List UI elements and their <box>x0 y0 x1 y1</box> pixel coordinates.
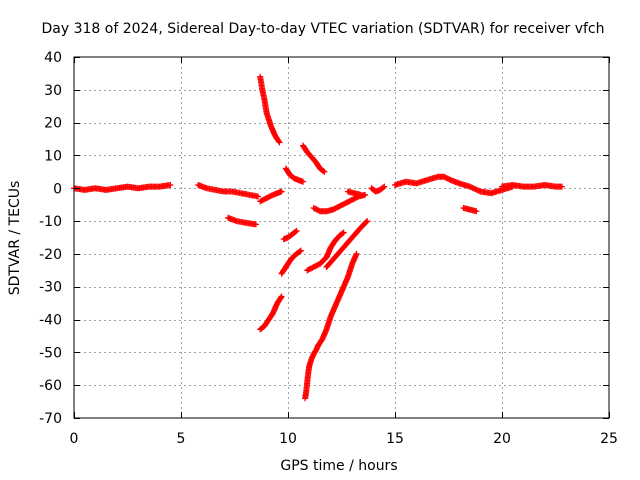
data-point <box>275 138 282 145</box>
data-point <box>252 221 259 228</box>
data-point <box>297 247 304 254</box>
data-point <box>364 218 371 225</box>
data-point <box>276 139 283 146</box>
y-axis-label: SDTVAR / TECUs <box>7 181 23 296</box>
data-series-arc-4 <box>257 73 283 146</box>
y-tick-label: -50 <box>39 345 62 361</box>
data-point <box>299 178 306 185</box>
data-point <box>340 229 347 236</box>
data-point <box>296 248 303 255</box>
data-points <box>71 73 565 402</box>
data-series-arc-17 <box>392 173 516 197</box>
x-tick-label: 20 <box>493 431 511 447</box>
data-series-arc-12 <box>304 229 347 274</box>
y-tick-label: 30 <box>44 83 62 99</box>
y-tick-label: 40 <box>44 50 62 66</box>
data-point <box>321 168 328 175</box>
data-series-arc-15 <box>344 188 364 198</box>
x-tick-label: 25 <box>600 431 618 447</box>
y-tick-label: -10 <box>39 214 62 230</box>
y-tick-label: -40 <box>39 313 62 329</box>
data-point <box>293 227 300 234</box>
y-tick-label: -30 <box>39 280 62 296</box>
data-series-arc-11 <box>302 250 360 402</box>
data-series-arc-10 <box>299 142 328 175</box>
y-tick-label: -70 <box>39 411 62 427</box>
x-axis-label: GPS time / hours <box>280 458 397 474</box>
axis-ticks: 0 5 10 15 20 25 -70 -60 -50 -40 -30 -20 -10 0 10 20 30 40 <box>39 50 618 447</box>
data-series-arc-6 <box>257 293 285 333</box>
data-series-arc-16 <box>368 183 388 195</box>
data-point <box>278 188 285 195</box>
data-point <box>353 250 360 257</box>
data-series-arc-9 <box>282 165 306 185</box>
data-series-arc-1 <box>71 181 174 193</box>
data-series-arc-13 <box>323 218 371 271</box>
data-series-arc-19 <box>499 181 565 190</box>
data-point <box>380 184 387 191</box>
x-tick-label: 10 <box>279 431 297 447</box>
data-series-arc-3 <box>225 214 259 228</box>
data-point <box>381 183 388 190</box>
data-point <box>357 191 364 198</box>
data-point <box>339 230 346 237</box>
x-tick-label: 15 <box>386 431 404 447</box>
chart-title: Day 318 of 2024, Sidereal Day-to-day VTE… <box>41 21 604 37</box>
x-tick-label: 0 <box>70 431 79 447</box>
data-point <box>167 181 174 188</box>
data-series-arc-8 <box>280 227 300 243</box>
data-series-arc-18 <box>460 204 480 215</box>
data-point <box>473 208 480 215</box>
y-tick-label: 0 <box>53 181 62 197</box>
data-point <box>278 293 285 300</box>
plot-frame <box>73 56 610 419</box>
data-point <box>255 193 262 200</box>
y-tick-label: 20 <box>44 116 62 132</box>
data-point <box>558 183 565 190</box>
data-series-arc-2 <box>195 181 262 200</box>
data-series-arc-5 <box>257 188 285 205</box>
data-point <box>320 168 327 175</box>
data-point <box>277 294 284 301</box>
data-point <box>363 219 370 226</box>
x-tick-label: 5 <box>177 431 186 447</box>
data-point <box>292 228 299 235</box>
data-series-arc-7 <box>278 247 304 277</box>
y-tick-label: -60 <box>39 378 62 394</box>
y-tick-label: -20 <box>39 247 62 263</box>
y-tick-label: 10 <box>44 148 62 164</box>
